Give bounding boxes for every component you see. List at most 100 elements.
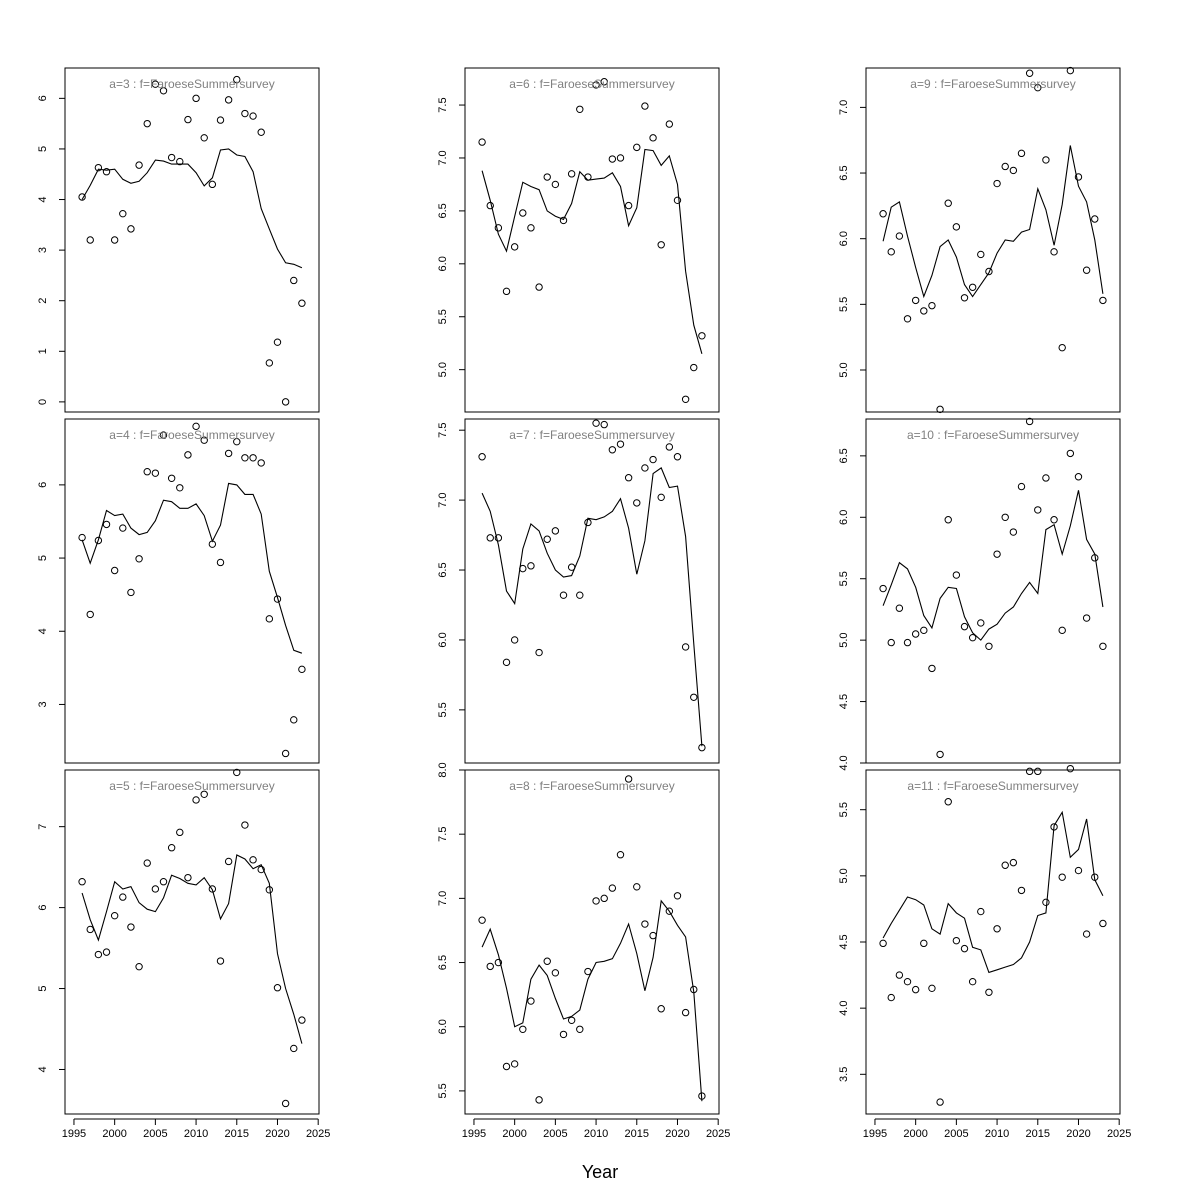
observed-point [216, 558, 225, 567]
observed-point [273, 984, 282, 992]
observed-point [494, 224, 503, 232]
observed-point [985, 267, 993, 276]
observed-point [543, 957, 551, 965]
panel-frame [464, 418, 720, 764]
observed-point [551, 969, 560, 977]
observed-point [127, 225, 135, 233]
observed-point [616, 851, 625, 859]
observed-point [135, 555, 143, 563]
observed-point [1042, 474, 1050, 482]
observed-point [167, 844, 176, 852]
y-tick-label: 7.0 [437, 891, 449, 906]
observed-point [1091, 554, 1099, 562]
y-tick-label: 5.5 [838, 571, 850, 586]
observed-point [176, 157, 184, 166]
observed-point [143, 467, 151, 476]
observed-point [559, 216, 568, 225]
panel-frame [64, 418, 320, 764]
panel: 3.5 4.0 4.5 5.0 5.5 1995 2000 2005 2010 2015 2020 2… [838, 764, 1131, 1140]
observed-point [1074, 473, 1083, 481]
observed-point [94, 163, 103, 172]
observed-point [559, 1030, 568, 1039]
y-tick-label: 5.0 [838, 868, 850, 883]
observed-point [911, 630, 920, 638]
observed-point [143, 859, 151, 867]
x-tick-label: 1995 [62, 1128, 86, 1140]
observed-point [649, 931, 657, 940]
observed-point [1058, 873, 1066, 881]
observed-point [298, 299, 306, 307]
observed-point [519, 564, 527, 573]
observed-point [135, 962, 143, 971]
observed-point [208, 180, 217, 189]
panel-frame [64, 67, 320, 413]
observed-point [920, 307, 928, 315]
observed-point [1050, 516, 1058, 524]
observed-point [673, 892, 682, 900]
y-tick-label: 7.0 [437, 150, 449, 165]
observed-point [273, 595, 282, 603]
observed-point [486, 534, 494, 542]
x-tick-label: 2025 [306, 1128, 330, 1140]
observed-point [478, 916, 486, 924]
observed-point [592, 81, 600, 89]
y-tick-label: 5.5 [838, 297, 850, 312]
x-tick-label: 2010 [184, 1128, 208, 1140]
y-tick-label: 4.0 [838, 1001, 850, 1016]
observed-point [241, 821, 249, 829]
y-tick-label: 4 [37, 1066, 49, 1072]
observed-point [895, 971, 904, 979]
y-tick-label: 5.5 [838, 802, 850, 817]
observed-point [977, 619, 985, 627]
y-tick-label: 6 [37, 482, 49, 488]
observed-point [102, 520, 111, 529]
observed-point [657, 493, 665, 502]
observed-point [633, 499, 641, 507]
observed-point [208, 885, 217, 893]
y-tick-label: 7.5 [437, 423, 449, 438]
observed-point [903, 315, 912, 323]
observed-point [78, 193, 86, 201]
y-tick-label: 4 [37, 196, 49, 202]
y-tick-label: 5.5 [437, 702, 449, 717]
observed-point [1042, 898, 1050, 907]
y-tick-label: 4 [37, 628, 49, 634]
observed-point [1066, 764, 1075, 773]
y-tick-label: 4.5 [838, 694, 850, 709]
observed-point [600, 894, 608, 903]
x-tick-label: 2015 [225, 1128, 249, 1140]
observed-point [1009, 858, 1018, 867]
x-tick-label: 2020 [1066, 1128, 1090, 1140]
observed-point [1066, 66, 1075, 75]
observed-point [257, 128, 265, 136]
observed-point [681, 643, 690, 651]
observed-point [502, 1062, 511, 1071]
observed-point [94, 536, 103, 545]
observed-point [584, 518, 592, 527]
y-tick-label: 5.5 [437, 309, 449, 324]
observed-point [567, 1016, 576, 1024]
observed-point [78, 877, 86, 886]
x-tick-label: 2000 [102, 1128, 126, 1140]
observed-point [928, 664, 936, 673]
observed-point [641, 920, 649, 928]
observed-point [698, 743, 706, 752]
observed-point [608, 446, 617, 454]
observed-point [184, 115, 192, 124]
y-tick-label: 7 [37, 824, 49, 830]
observed-point [903, 638, 912, 647]
y-tick-label: 5.0 [838, 632, 850, 647]
observed-point [920, 626, 928, 635]
observed-point [1025, 767, 1034, 776]
observed-point [887, 993, 895, 1002]
observed-point [1009, 528, 1018, 536]
y-tick-label: 6.0 [838, 510, 850, 525]
observed-point [1017, 149, 1026, 158]
observed-point [281, 749, 290, 758]
observed-point [911, 985, 920, 994]
observed-point [576, 105, 584, 113]
observed-point [86, 610, 94, 619]
y-tick-label: 5.0 [437, 362, 449, 377]
observed-point [86, 925, 94, 934]
observed-point [290, 716, 298, 724]
